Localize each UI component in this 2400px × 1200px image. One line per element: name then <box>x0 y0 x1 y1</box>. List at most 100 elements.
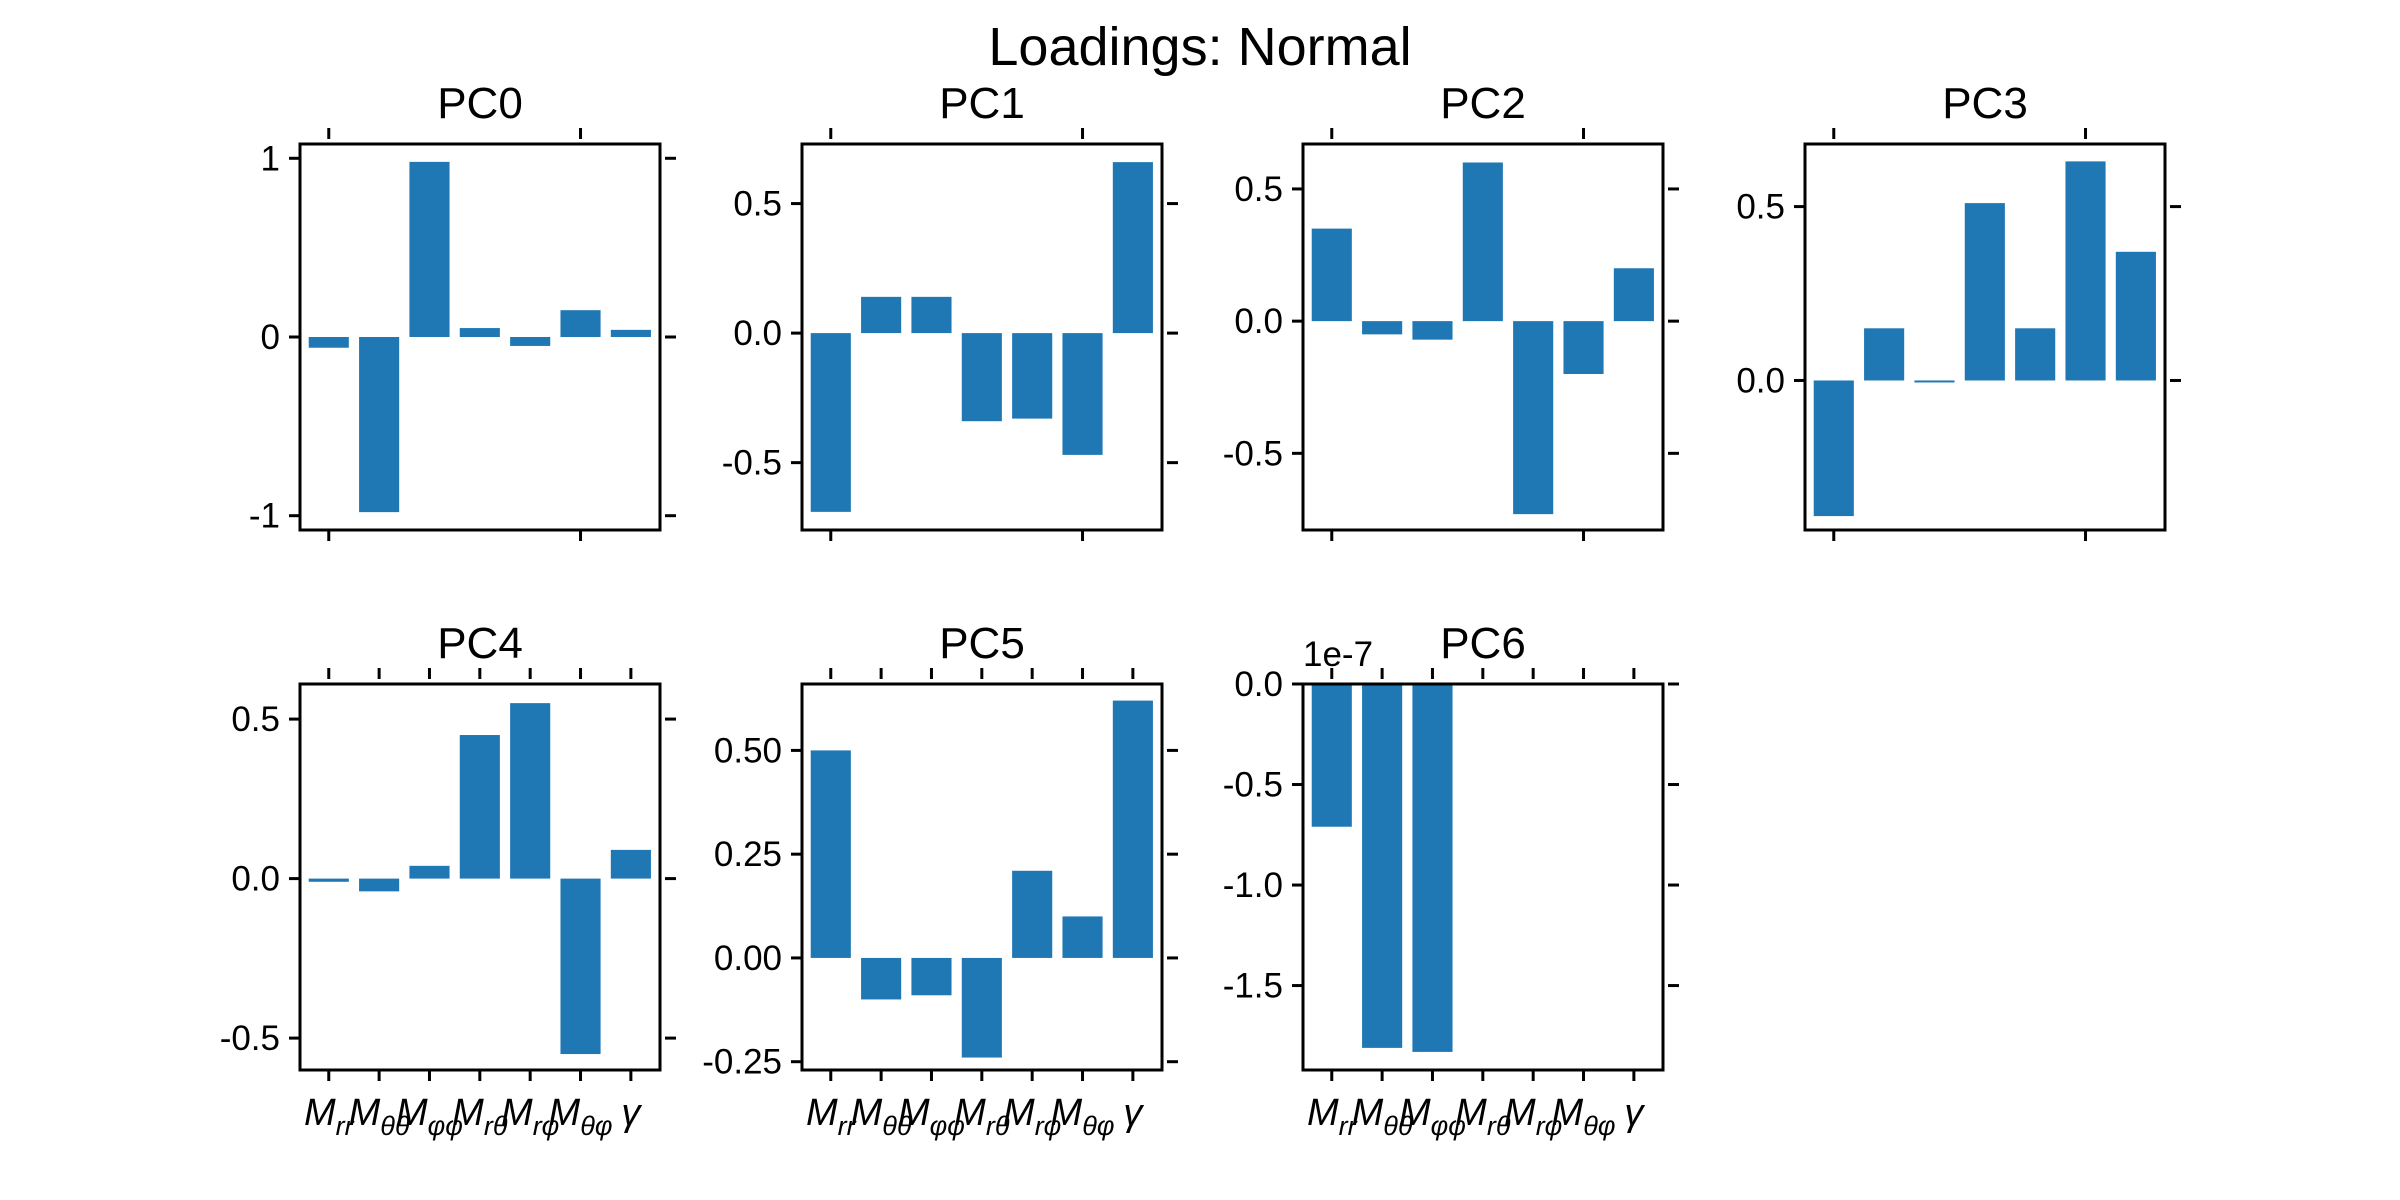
subplot-title: PC0 <box>437 79 523 128</box>
x-tick-label: Mrr <box>1307 1092 1358 1141</box>
bar-pc3-1 <box>1864 328 1905 381</box>
bar-pc5-3 <box>961 957 1002 1058</box>
x-tick-label: Mrθ <box>954 1092 1010 1141</box>
subplot-pc2: -0.5 0.0 0.5 PC2 <box>1223 79 1679 541</box>
y-tick-label: 0.25 <box>714 835 782 874</box>
bar-pc4-3 <box>459 735 500 879</box>
bar-pc0-6 <box>610 329 651 337</box>
x-tick-label: Mrφ <box>1504 1092 1562 1141</box>
x-tick-label: Mφφ <box>1399 1092 1466 1141</box>
y-tick-label: 0.5 <box>1736 188 1785 227</box>
subplot-pc0: -1 0 1 PC0 <box>249 79 676 541</box>
y-tick-label: 1 <box>261 139 280 178</box>
bar-pc3-2 <box>1914 380 1955 383</box>
figure-title: Loadings: Normal <box>988 17 1411 77</box>
y-tick-label: 0.5 <box>231 700 280 739</box>
subplot-pc1: -0.5 0.0 0.5 PC1 <box>722 79 1178 541</box>
bar-pc2-2 <box>1412 321 1453 340</box>
bar-pc0-4 <box>510 337 551 346</box>
y-tick-label: -1.0 <box>1223 866 1283 905</box>
bar-pc1-4 <box>1012 333 1053 419</box>
x-tick-label: Mθθ <box>851 1092 912 1141</box>
axes-frame <box>1301 682 1665 1072</box>
bar-pc5-4 <box>1012 870 1053 958</box>
axes-frame <box>1301 142 1665 532</box>
bar-pc1-3 <box>961 333 1002 422</box>
bar-pc1-1 <box>861 296 902 334</box>
bar-pc4-1 <box>359 878 400 892</box>
bar-pc2-1 <box>1362 321 1403 335</box>
bar-pc3-5 <box>2065 161 2106 381</box>
bar-pc6-1 <box>1362 684 1403 1048</box>
subplot-title: PC6 <box>1440 619 1526 668</box>
x-tick-label: Mrr <box>806 1092 857 1141</box>
y-tick-label: -0.25 <box>702 1043 782 1082</box>
bar-pc2-0 <box>1311 228 1352 322</box>
bar-pc3-4 <box>2015 328 2056 381</box>
bar-pc4-2 <box>409 865 450 879</box>
bar-pc2-3 <box>1462 162 1503 322</box>
y-tick-label: 0.0 <box>1736 361 1785 400</box>
x-tick-label: Mθθ <box>349 1092 410 1141</box>
bar-pc2-5 <box>1563 321 1604 375</box>
bar-pc0-2 <box>409 161 450 337</box>
bar-pc5-0 <box>810 750 851 958</box>
bar-pc4-4 <box>510 703 551 879</box>
bar-pc3-0 <box>1813 380 1854 517</box>
bar-pc5-1 <box>861 957 902 1000</box>
x-tick-label: Mφφ <box>396 1092 463 1141</box>
bar-pc1-2 <box>911 296 952 334</box>
bar-pc4-6 <box>610 849 651 879</box>
subplot-pc3: 0.0 0.5 PC3 <box>1736 79 2181 541</box>
x-tick-label: Mθθ <box>1352 1092 1413 1141</box>
subplot-title: PC3 <box>1942 79 2028 128</box>
bar-pc0-0 <box>308 337 349 348</box>
y-tick-label: -1.5 <box>1223 967 1283 1006</box>
y-tick-label: 0.5 <box>733 185 782 224</box>
y-tick-label: 0.50 <box>714 731 782 770</box>
subplot-title: PC4 <box>437 619 523 668</box>
y-tick-label: 0.5 <box>1234 170 1283 209</box>
bar-pc1-6 <box>1112 162 1153 334</box>
bar-pc5-6 <box>1112 700 1153 958</box>
x-tick-label: Mθφ <box>549 1092 613 1141</box>
subplot-grid: -1 0 1 PC0 -0.5 0.0 0.5 PC1 -0.5 0.0 0.5 PC2 0.0 0.5 P… <box>220 79 2181 1141</box>
y-tick-label: 0.0 <box>231 860 280 899</box>
subplot-title: PC2 <box>1440 79 1526 128</box>
y-tick-label: -1 <box>249 497 280 536</box>
y-tick-label: 0.0 <box>733 314 782 353</box>
bar-pc0-1 <box>359 337 400 513</box>
y-tick-label: -0.5 <box>1223 434 1283 473</box>
axes-frame <box>1803 142 2167 532</box>
bar-pc6-0 <box>1311 684 1352 827</box>
x-tick-label: Mrφ <box>501 1092 559 1141</box>
bar-pc3-3 <box>1964 203 2005 381</box>
bar-pc4-0 <box>308 878 349 882</box>
y-tick-label: 0.0 <box>1234 665 1283 704</box>
x-tick-label: γ <box>1624 1092 1645 1134</box>
y-tick-label: -0.5 <box>1223 766 1283 805</box>
bar-pc5-5 <box>1062 916 1103 958</box>
x-tick-label: Mrr <box>304 1092 355 1141</box>
x-tick-label: Mrθ <box>452 1092 508 1141</box>
x-tick-label: Mrθ <box>1455 1092 1511 1141</box>
axes-frame <box>800 142 1164 532</box>
bar-pc2-4 <box>1513 321 1554 515</box>
bar-pc1-0 <box>810 333 851 512</box>
bar-pc5-2 <box>911 957 952 996</box>
x-tick-label: Mrφ <box>1003 1092 1061 1141</box>
y-tick-label: 0 <box>261 318 280 357</box>
bar-pc6-2 <box>1412 684 1453 1052</box>
y-tick-label: 0.00 <box>714 939 782 978</box>
bar-pc2-6 <box>1613 268 1654 322</box>
subplot-title: PC1 <box>939 79 1025 128</box>
subplot-title: PC5 <box>939 619 1025 668</box>
x-tick-label: Mθφ <box>1051 1092 1115 1141</box>
y-tick-label: -0.5 <box>220 1019 280 1058</box>
y-tick-label: 0.0 <box>1234 302 1283 341</box>
x-tick-label: Mφφ <box>898 1092 965 1141</box>
x-tick-label: Mθφ <box>1552 1092 1616 1141</box>
